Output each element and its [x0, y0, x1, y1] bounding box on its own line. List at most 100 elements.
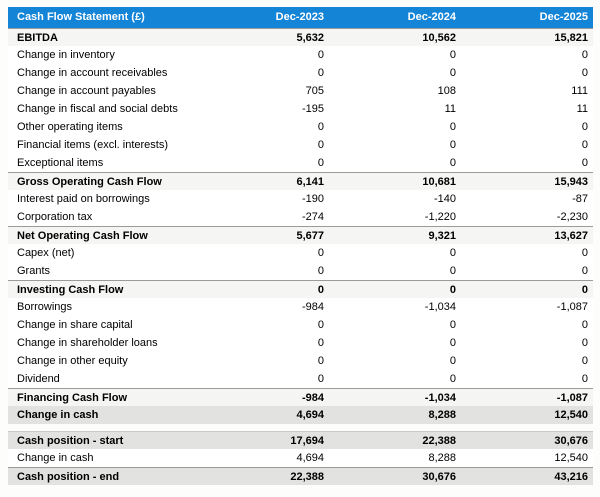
row-value: 0	[449, 337, 456, 349]
row-label: Interest paid on borrowings	[17, 193, 150, 205]
row-value: -1,087	[556, 301, 588, 313]
row-value: 4,694	[296, 452, 324, 464]
row-label: Change in cash	[17, 452, 94, 464]
row-value: 0	[449, 67, 456, 79]
row-value: 15,821	[554, 32, 588, 44]
table-row: Change in account payables 705 108 111	[8, 82, 593, 100]
table-row: Change in cash 4,694 8,288 12,540	[8, 406, 593, 424]
column-header-dec-2025: Dec-2025	[539, 11, 588, 23]
row-value: 5,677	[296, 230, 324, 242]
row-label: EBITDA	[17, 32, 58, 44]
row-value: 0	[581, 319, 588, 331]
table-row: Net Operating Cash Flow 5,677 9,321 13,627	[8, 226, 593, 244]
row-value: -274	[301, 211, 324, 223]
row-label: Change in fiscal and social debts	[17, 103, 178, 115]
row-value: 108	[437, 85, 456, 97]
table-row: Change in shareholder loans 0 0 0	[8, 334, 593, 352]
table-row: Investing Cash Flow 0 0 0	[8, 280, 593, 298]
row-label: Corporation tax	[17, 211, 93, 223]
row-label: Other operating items	[17, 121, 123, 133]
table-row: Gross Operating Cash Flow 6,141 10,681 15,9…	[8, 172, 593, 190]
table-row: Cash position - start 17,694 22,388 30,676	[8, 431, 593, 449]
table-row: Interest paid on borrowings -190 -140 -87	[8, 190, 593, 208]
table-row: Grants 0 0 0	[8, 262, 593, 280]
row-value: -1,087	[556, 392, 588, 404]
row-value: 8,288	[428, 452, 456, 464]
row-value: 0	[449, 355, 456, 367]
row-label: Financial items (excl. interests)	[17, 139, 168, 151]
row-value: 0	[581, 337, 588, 349]
column-header-dec-2024: Dec-2024	[407, 11, 456, 23]
row-value: 10,562	[422, 32, 456, 44]
row-value: 0	[449, 139, 456, 151]
row-value: -984	[301, 392, 324, 404]
table-row: EBITDA 5,632 10,562 15,821	[8, 28, 593, 46]
table-row: Change in inventory 0 0 0	[8, 46, 593, 64]
row-value: 0	[449, 121, 456, 133]
row-value: 0	[581, 49, 588, 61]
row-value: 0	[317, 121, 324, 133]
row-label: Investing Cash Flow	[17, 284, 124, 296]
table-row: Financing Cash Flow -984 -1,034 -1,087	[8, 388, 593, 406]
row-value: 0	[317, 157, 324, 169]
row-value: 15,943	[554, 176, 588, 188]
row-label: Net Operating Cash Flow	[17, 230, 148, 242]
table-row: Dividend 0 0 0	[8, 370, 593, 388]
table-row: Change in fiscal and social debts -195 11 1…	[8, 100, 593, 118]
row-value: 0	[449, 49, 456, 61]
row-value: -195	[301, 103, 324, 115]
row-label: Change in shareholder loans	[17, 337, 158, 349]
row-value: 9,321	[428, 230, 456, 242]
table-row: Cash position - end 22,388 30,676 43,216	[8, 467, 593, 485]
row-value: 0	[449, 265, 456, 277]
row-value: 0	[317, 319, 324, 331]
row-value: 30,676	[554, 435, 588, 447]
row-value: 43,216	[554, 471, 588, 483]
row-label: Change in account receivables	[17, 67, 168, 79]
row-value: 0	[581, 373, 588, 385]
row-label: Financing Cash Flow	[17, 392, 128, 404]
row-value: 13,627	[554, 230, 588, 242]
row-value: 0	[449, 247, 456, 259]
row-label: Gross Operating Cash Flow	[17, 176, 162, 188]
row-value: -1,034	[424, 392, 456, 404]
row-value: 11	[444, 103, 456, 115]
row-value: 5,632	[296, 32, 324, 44]
row-label: Change in share capital	[17, 319, 133, 331]
table-row: Other operating items 0 0 0	[8, 118, 593, 136]
table-body: EBITDA 5,632 10,562 15,821 Change in invento…	[8, 28, 593, 485]
row-value: 705	[305, 85, 324, 97]
row-value: 0	[581, 67, 588, 79]
table-row: Capex (net) 0 0 0	[8, 244, 593, 262]
row-value: 17,694	[290, 435, 324, 447]
section-gap	[8, 424, 593, 431]
row-value: 6,141	[296, 176, 324, 188]
row-value: -2,230	[556, 211, 588, 223]
row-value: 0	[317, 247, 324, 259]
row-label: Grants	[17, 265, 51, 277]
row-value: 22,388	[290, 471, 324, 483]
row-label: Change in inventory	[17, 49, 115, 61]
row-value: 0	[449, 157, 456, 169]
row-value: 0	[317, 67, 324, 79]
table-row: Corporation tax -274 -1,220 -2,230	[8, 208, 593, 226]
table-row: Exceptional items 0 0 0	[8, 154, 593, 172]
row-label: Cash position - end	[17, 471, 120, 483]
row-value: 22,388	[422, 435, 456, 447]
row-value: 0	[581, 121, 588, 133]
row-value: 12,540	[554, 452, 588, 464]
table-header-row: Cash Flow Statement (£) Dec-2023 Dec-202…	[8, 7, 593, 28]
table-row: Borrowings -984 -1,034 -1,087	[8, 298, 593, 316]
table-row: Change in cash 4,694 8,288 12,540	[8, 449, 593, 467]
row-label: Dividend	[17, 373, 60, 385]
row-value: 0	[317, 139, 324, 151]
row-label: Change in other equity	[17, 355, 128, 367]
row-label: Capex (net)	[17, 247, 75, 259]
row-value: 0	[317, 373, 324, 385]
row-value: -984	[301, 301, 324, 313]
row-value: -1,220	[424, 211, 456, 223]
row-value: -1,034	[424, 301, 456, 313]
row-value: 0	[317, 337, 324, 349]
table-row: Change in share capital 0 0 0	[8, 316, 593, 334]
table-row: Financial items (excl. interests) 0 0 0	[8, 136, 593, 154]
